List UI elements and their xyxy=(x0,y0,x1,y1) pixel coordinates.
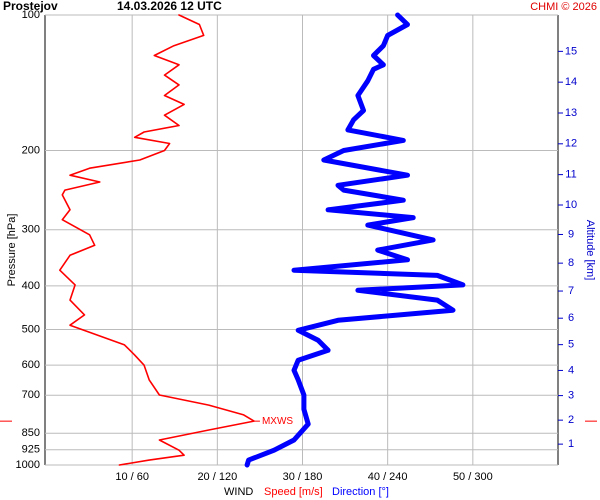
y-tick-label: 300 xyxy=(22,224,40,236)
y2-tick-label: 1 xyxy=(568,438,574,450)
y2-tick-label: 11 xyxy=(565,169,576,181)
x-tick-label: 30 / 180 xyxy=(283,471,323,483)
y-tick-label: 400 xyxy=(22,280,40,292)
y2-tick-label: 3 xyxy=(568,390,574,402)
chart-title: Prostejov xyxy=(3,0,58,13)
line-series xyxy=(244,12,466,468)
y-tick-label: 100 xyxy=(22,9,40,21)
y2-tick-label: 7 xyxy=(568,285,574,297)
chart-subtitle: 14.03.2026 12 UTC xyxy=(117,0,222,13)
y2-tick-label: 2 xyxy=(568,414,574,426)
x-tick-label: 10 / 60 xyxy=(115,471,149,483)
credit: CHMI © 2026 xyxy=(530,1,597,13)
y-tick-label: 925 xyxy=(22,444,40,456)
x-tick-label: 50 / 300 xyxy=(453,471,493,483)
y2-tick-label: 13 xyxy=(565,107,577,119)
y-axis-label: Pressure [hPa] xyxy=(6,214,18,287)
annotation: MXWS xyxy=(262,416,293,427)
y2-tick-label: 14 xyxy=(565,76,577,88)
y-tick-label: 850 xyxy=(22,427,40,439)
y2-tick-label: 6 xyxy=(568,312,574,324)
x-tick-label: 40 / 240 xyxy=(368,471,408,483)
y2-tick-label: 15 xyxy=(565,45,577,57)
y-tick-label: 500 xyxy=(22,323,40,335)
y-tick-label: 700 xyxy=(22,389,40,401)
y2-tick-label: 4 xyxy=(568,364,574,376)
y-tick-label: 200 xyxy=(22,144,40,156)
x-tick-label: 20 / 120 xyxy=(197,471,237,483)
y2-tick-label: 10 xyxy=(565,199,577,211)
y-tick-label: 1000 xyxy=(16,459,40,471)
legend-entry: Direction [°] xyxy=(332,486,389,498)
y2-tick-label: 12 xyxy=(565,138,577,150)
line-series xyxy=(59,14,255,466)
x-axis-label: WIND xyxy=(224,486,253,498)
legend-entry: Speed [m/s] xyxy=(264,486,323,498)
y2-tick-label: 5 xyxy=(568,339,574,351)
y-tick-label: 600 xyxy=(22,359,40,371)
y2-tick-label: 9 xyxy=(568,228,574,240)
y2-tick-label: 8 xyxy=(568,257,574,269)
y2-axis-label: Altitude [km] xyxy=(584,220,596,281)
